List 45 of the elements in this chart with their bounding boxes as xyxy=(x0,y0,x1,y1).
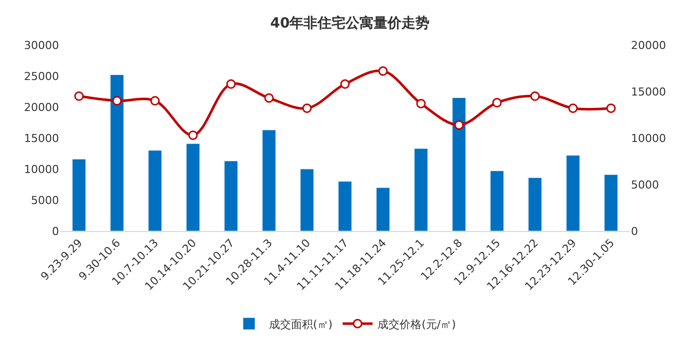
bar xyxy=(338,181,352,231)
y-tick-label: 30000 xyxy=(24,38,59,52)
legend-label: 成交价格(元/㎡) xyxy=(378,318,456,331)
bar xyxy=(224,160,238,231)
point xyxy=(568,103,578,113)
chart-title: 40年非住宅公寓量价走势 xyxy=(270,14,430,32)
bar xyxy=(72,158,86,231)
point xyxy=(454,120,464,130)
y-tick-label: 25000 xyxy=(24,70,59,83)
point xyxy=(264,93,274,103)
point xyxy=(302,103,312,113)
bar xyxy=(604,174,618,231)
y-tick-label: 5000 xyxy=(31,194,59,207)
bar xyxy=(376,187,390,231)
bar xyxy=(186,143,200,231)
legend-label: 成交面积(㎡) xyxy=(269,318,333,331)
point xyxy=(74,91,84,101)
y2-tick-label: 10000 xyxy=(631,132,666,145)
point xyxy=(188,130,198,140)
point xyxy=(530,91,540,101)
point xyxy=(492,98,502,108)
bar xyxy=(414,148,428,231)
bar xyxy=(528,177,542,231)
bar xyxy=(148,150,162,231)
y-tick-label: 10000 xyxy=(24,162,59,176)
y2-tick-label: 5000 xyxy=(631,178,659,192)
bar xyxy=(300,168,314,231)
y-tick-label: 0 xyxy=(52,224,59,238)
y-tick-label: 15000 xyxy=(24,132,59,145)
bar xyxy=(452,97,466,231)
point xyxy=(416,98,426,108)
bar xyxy=(110,74,124,231)
y-tick-label: 20000 xyxy=(24,100,59,114)
point xyxy=(112,96,122,106)
point xyxy=(340,79,350,89)
point xyxy=(150,96,160,106)
bar xyxy=(490,170,504,231)
y2-tick-label: 20000 xyxy=(631,38,666,52)
point xyxy=(606,103,616,113)
bar xyxy=(262,130,276,231)
point xyxy=(378,66,388,76)
y2-tick-label: 0 xyxy=(631,224,638,238)
y2-tick-label: 15000 xyxy=(631,85,666,98)
bar xyxy=(566,155,580,231)
point xyxy=(226,79,236,89)
